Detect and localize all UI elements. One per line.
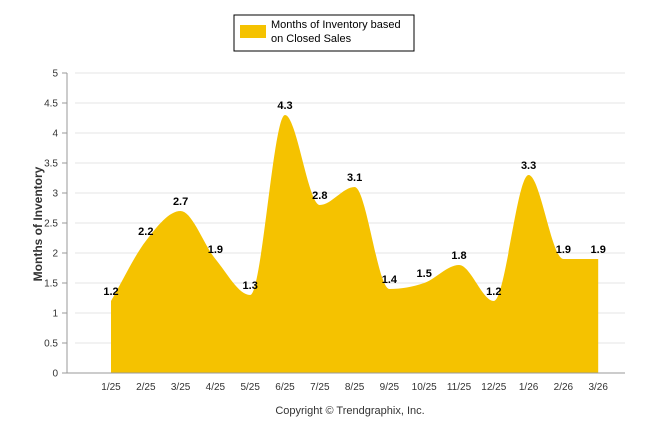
y-tick-label: 5 <box>52 69 58 80</box>
x-tick-label: 1/25 <box>101 382 121 393</box>
y-tick-label: 3.5 <box>44 159 58 170</box>
y-axis-label: Months of Inventory <box>31 166 45 281</box>
data-label: 1.3 <box>243 280 258 292</box>
x-tick-label: 10/25 <box>412 382 437 393</box>
y-tick-label: 2.5 <box>44 219 58 230</box>
x-tick-label: 3/25 <box>171 382 191 393</box>
x-tick-label: 2/26 <box>554 382 574 393</box>
x-tick-label: 11/25 <box>447 382 472 393</box>
data-label: 1.9 <box>591 244 606 256</box>
data-labels: 1.2 2.2 2.7 1.9 1.3 4.3 2.8 3.1 1.4 1.5 1.8 1.2 3.3 1… <box>103 100 605 298</box>
area-fill <box>111 115 599 373</box>
legend-swatch <box>240 25 266 38</box>
y-tick-label: 1.5 <box>44 279 58 290</box>
copyright-credit: Copyright © Trendgraphix, Inc. <box>275 405 424 417</box>
x-tick-label: 8/25 <box>345 382 365 393</box>
data-label: 2.2 <box>138 226 153 238</box>
data-label: 1.8 <box>451 250 466 262</box>
x-axis-ticks: 1/25 2/25 3/25 4/25 5/25 6/25 7/25 8/25 9/25 10/2… <box>101 382 608 393</box>
x-tick-label: 2/25 <box>136 382 156 393</box>
data-label: 2.8 <box>312 190 327 202</box>
data-label: 3.3 <box>521 160 536 172</box>
area-series <box>111 115 599 373</box>
y-tick-label: 0 <box>52 369 58 380</box>
y-tick-label: 0.5 <box>44 339 58 350</box>
data-label: 2.7 <box>173 196 188 208</box>
x-tick-label: 5/25 <box>240 382 260 393</box>
data-label: 1.9 <box>208 244 223 256</box>
data-label: 1.2 <box>103 286 118 298</box>
axes <box>66 73 625 374</box>
legend[interactable]: Months of Inventory based on Closed Sale… <box>233 14 415 52</box>
x-tick-label: 12/25 <box>481 382 506 393</box>
x-tick-label: 3/26 <box>588 382 608 393</box>
x-tick-label: 6/25 <box>275 382 295 393</box>
data-label: 1.2 <box>486 286 501 298</box>
y-tick-label: 4 <box>52 129 58 140</box>
x-tick-label: 9/25 <box>380 382 400 393</box>
y-tick-label: 1 <box>52 309 58 320</box>
x-tick-label: 4/25 <box>206 382 226 393</box>
data-label: 3.1 <box>347 172 362 184</box>
x-tick-label: 7/25 <box>310 382 330 393</box>
y-axis-ticks: 0 0.5 1 1.5 2 2.5 3 3.5 4 4.5 5 <box>44 69 58 380</box>
data-label: 1.9 <box>556 244 571 256</box>
y-tick-label: 2 <box>52 249 58 260</box>
legend-label-line-2: on Closed Sales <box>271 33 352 45</box>
data-label: 4.3 <box>277 100 292 112</box>
data-label: 1.5 <box>417 268 432 280</box>
data-label: 1.4 <box>382 274 398 286</box>
x-tick-label: 1/26 <box>519 382 539 393</box>
y-tick-label: 4.5 <box>44 99 58 110</box>
y-tick-label: 3 <box>52 189 58 200</box>
legend-label-line-1: Months of Inventory based <box>271 19 401 31</box>
